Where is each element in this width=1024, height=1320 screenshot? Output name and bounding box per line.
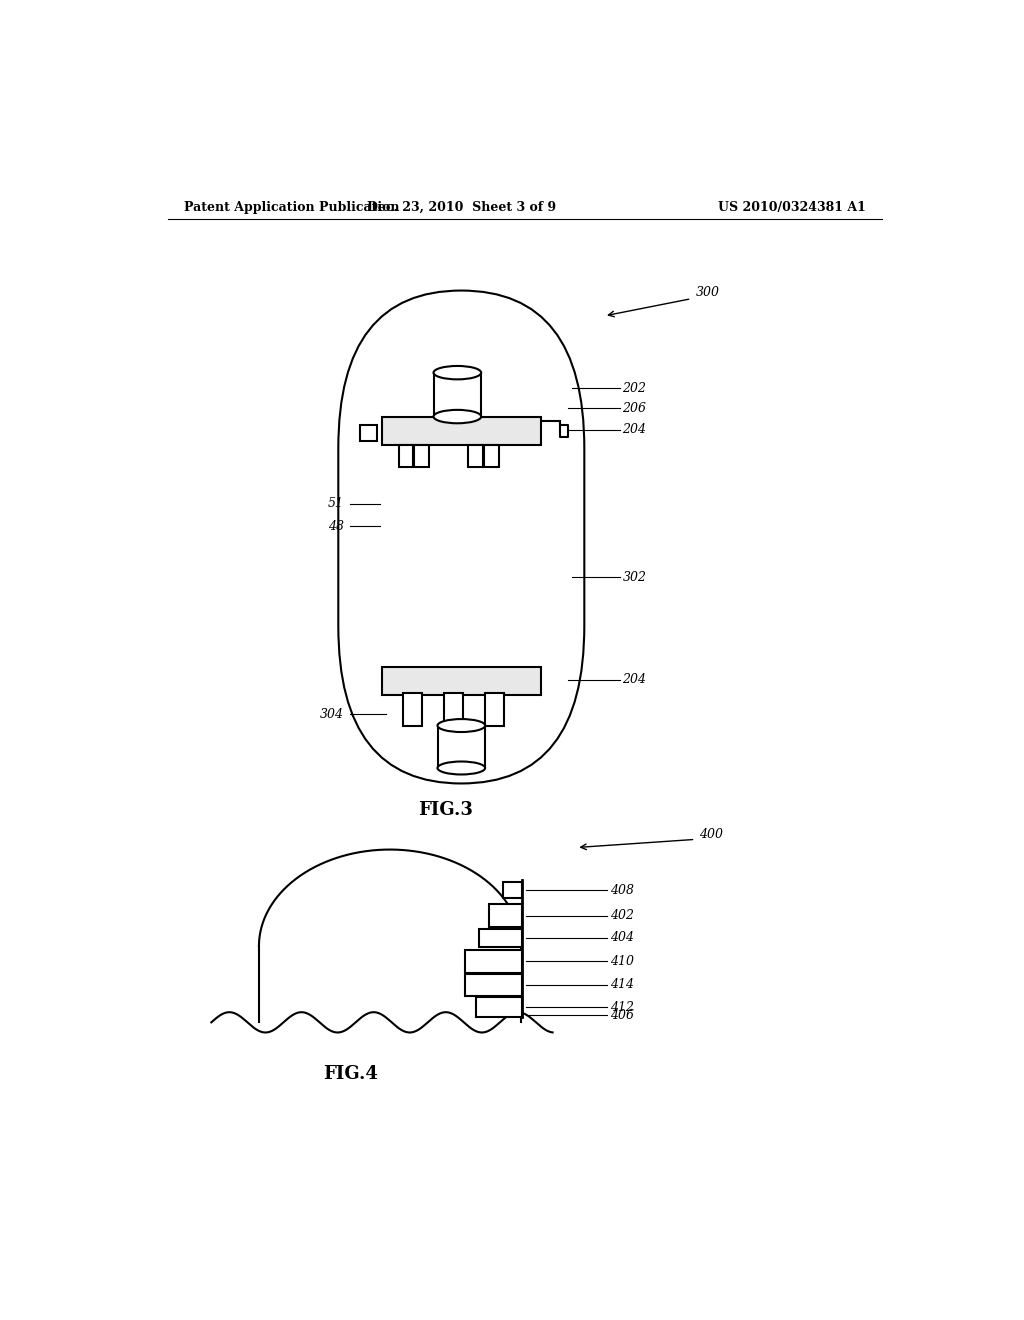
Text: Dec. 23, 2010  Sheet 3 of 9: Dec. 23, 2010 Sheet 3 of 9 — [367, 201, 556, 214]
Text: 204: 204 — [623, 673, 646, 686]
Bar — [398, 445, 413, 467]
Text: 51: 51 — [328, 498, 344, 511]
Bar — [437, 726, 485, 768]
Bar — [382, 667, 541, 696]
Text: 400: 400 — [699, 828, 723, 841]
Bar — [359, 425, 377, 441]
Bar — [382, 417, 541, 445]
Bar — [485, 693, 504, 726]
Bar — [465, 950, 522, 973]
Ellipse shape — [437, 762, 485, 775]
Text: 304: 304 — [319, 708, 344, 721]
Text: 414: 414 — [610, 978, 635, 991]
Text: FIG.3: FIG.3 — [418, 801, 473, 818]
Text: 402: 402 — [610, 909, 635, 923]
Text: 406: 406 — [610, 1008, 635, 1022]
Bar — [415, 445, 429, 467]
Bar — [503, 882, 522, 899]
Bar — [489, 904, 522, 927]
Text: 412: 412 — [610, 1001, 635, 1014]
Ellipse shape — [433, 409, 481, 424]
Bar — [476, 997, 522, 1018]
Text: US 2010/0324381 A1: US 2010/0324381 A1 — [718, 201, 866, 214]
Text: 410: 410 — [610, 954, 635, 968]
FancyBboxPatch shape — [338, 290, 585, 784]
Bar — [433, 372, 481, 417]
Bar — [443, 693, 463, 726]
Text: FIG.4: FIG.4 — [323, 1065, 378, 1082]
Text: 404: 404 — [610, 932, 635, 945]
Text: 300: 300 — [695, 286, 720, 300]
Bar — [402, 693, 422, 726]
Bar — [465, 974, 522, 995]
Text: Patent Application Publication: Patent Application Publication — [183, 201, 399, 214]
Ellipse shape — [433, 366, 481, 379]
Text: 204: 204 — [623, 424, 646, 437]
Text: 206: 206 — [623, 401, 646, 414]
Text: 302: 302 — [623, 570, 646, 583]
Text: 202: 202 — [623, 381, 646, 395]
Bar — [484, 445, 499, 467]
Bar — [468, 445, 482, 467]
Text: 408: 408 — [610, 883, 635, 896]
Text: 48: 48 — [328, 520, 344, 533]
Ellipse shape — [437, 719, 485, 733]
Bar — [479, 929, 522, 948]
